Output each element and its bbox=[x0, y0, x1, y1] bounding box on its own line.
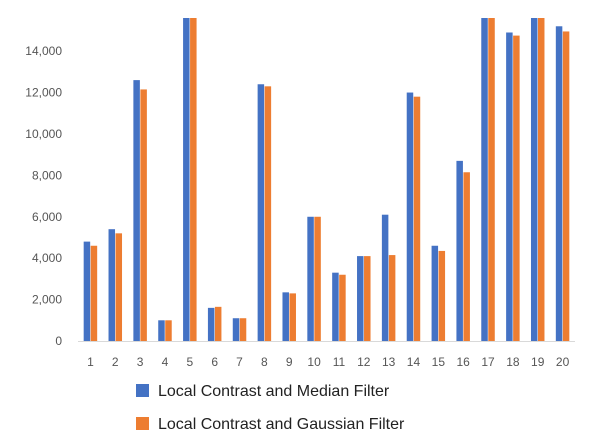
bar-series-2-5 bbox=[190, 18, 197, 341]
x-tick-label: 10 bbox=[307, 355, 321, 369]
bar-series-2-11 bbox=[339, 274, 346, 341]
bar-series-2-1 bbox=[90, 245, 98, 341]
y-tick-label: 12,000 bbox=[25, 86, 62, 100]
x-tick-label: 11 bbox=[333, 355, 346, 369]
x-tick-label: 14 bbox=[407, 355, 421, 369]
bar-series-1-19 bbox=[530, 18, 538, 341]
bar-series-2-6 bbox=[214, 306, 222, 341]
bar-series-2-8 bbox=[264, 86, 272, 341]
x-tick-label: 1 bbox=[87, 355, 94, 369]
legend-swatch-2 bbox=[136, 417, 149, 430]
x-tick-label: 3 bbox=[137, 355, 144, 369]
x-tick-label: 13 bbox=[382, 355, 396, 369]
bar-series-2-17 bbox=[488, 18, 495, 341]
bar-series-1-5 bbox=[183, 18, 190, 341]
x-tick-label: 2 bbox=[112, 355, 119, 369]
x-tick-label: 6 bbox=[211, 355, 218, 369]
bar-series-1-17 bbox=[481, 18, 488, 341]
y-axis: 0 2,000 4,000 6,000 8,000 10,000 12,000 14,000 bbox=[25, 44, 62, 348]
legend-label-1: Local Contrast and Median Filter bbox=[158, 383, 390, 400]
bar-series-1-2 bbox=[108, 229, 116, 341]
bar-series-2-18 bbox=[513, 35, 520, 341]
bar-series-1-8 bbox=[257, 84, 265, 341]
bar-series-1-6 bbox=[207, 307, 215, 341]
bars bbox=[83, 18, 570, 342]
x-tick-label: 17 bbox=[481, 355, 495, 369]
y-tick-label: 14,000 bbox=[25, 44, 62, 58]
bar-series-1-12 bbox=[357, 256, 364, 341]
bar-series-1-18 bbox=[506, 32, 513, 341]
bar-series-2-20 bbox=[562, 31, 570, 341]
bar-series-1-14 bbox=[406, 92, 414, 342]
bar-series-2-9 bbox=[289, 293, 296, 341]
bar-series-1-7 bbox=[232, 318, 240, 341]
x-tick-label: 15 bbox=[432, 355, 446, 369]
bar-series-1-4 bbox=[158, 320, 165, 341]
x-tick-label: 4 bbox=[162, 355, 169, 369]
x-tick-label: 19 bbox=[531, 355, 545, 369]
bar-series-2-15 bbox=[438, 250, 446, 341]
bar-series-2-2 bbox=[115, 233, 123, 341]
legend-swatch-1 bbox=[136, 384, 149, 397]
x-tick-label: 7 bbox=[236, 355, 243, 369]
bar-series-2-13 bbox=[388, 255, 396, 341]
x-tick-label: 12 bbox=[357, 355, 371, 369]
bar-series-2-12 bbox=[364, 256, 371, 341]
y-tick-label: 8,000 bbox=[32, 168, 62, 182]
bar-series-2-16 bbox=[463, 172, 470, 341]
x-tick-label: 18 bbox=[506, 355, 520, 369]
y-tick-label: 0 bbox=[55, 334, 62, 348]
bar-series-1-11 bbox=[332, 272, 339, 341]
bar-series-2-19 bbox=[537, 18, 545, 341]
y-tick-label: 4,000 bbox=[32, 251, 62, 265]
bar-series-2-14 bbox=[413, 96, 421, 341]
legend-label-2: Local Contrast and Gaussian Filter bbox=[158, 416, 405, 433]
bar-series-2-10 bbox=[314, 216, 321, 341]
x-tick-label: 9 bbox=[286, 355, 293, 369]
bar-series-2-7 bbox=[239, 318, 247, 341]
bar-series-1-13 bbox=[381, 214, 389, 341]
bar-series-2-4 bbox=[165, 320, 172, 341]
y-tick-label: 2,000 bbox=[32, 293, 62, 307]
bar-series-1-20 bbox=[555, 26, 563, 342]
bar-series-1-10 bbox=[307, 216, 314, 341]
bar-series-2-3 bbox=[140, 89, 147, 341]
bar-series-1-1 bbox=[83, 241, 91, 341]
x-tick-label: 8 bbox=[261, 355, 268, 369]
y-tick-label: 10,000 bbox=[25, 127, 62, 141]
bar-series-1-15 bbox=[431, 245, 439, 341]
bar-series-1-3 bbox=[133, 80, 140, 341]
bar-series-1-9 bbox=[282, 292, 289, 341]
x-tick-label: 16 bbox=[456, 355, 470, 369]
legend: Local Contrast and Median Filter Local Co… bbox=[136, 383, 405, 433]
bar-series-1-16 bbox=[456, 160, 463, 341]
x-tick-label: 20 bbox=[556, 355, 570, 369]
x-axis: 1 2 3 4 5 6 7 8 9 10 11 12 13 14 15 16 17 18 19 20 bbox=[78, 341, 575, 369]
y-tick-label: 6,000 bbox=[32, 210, 62, 224]
x-tick-label: 5 bbox=[186, 355, 193, 369]
